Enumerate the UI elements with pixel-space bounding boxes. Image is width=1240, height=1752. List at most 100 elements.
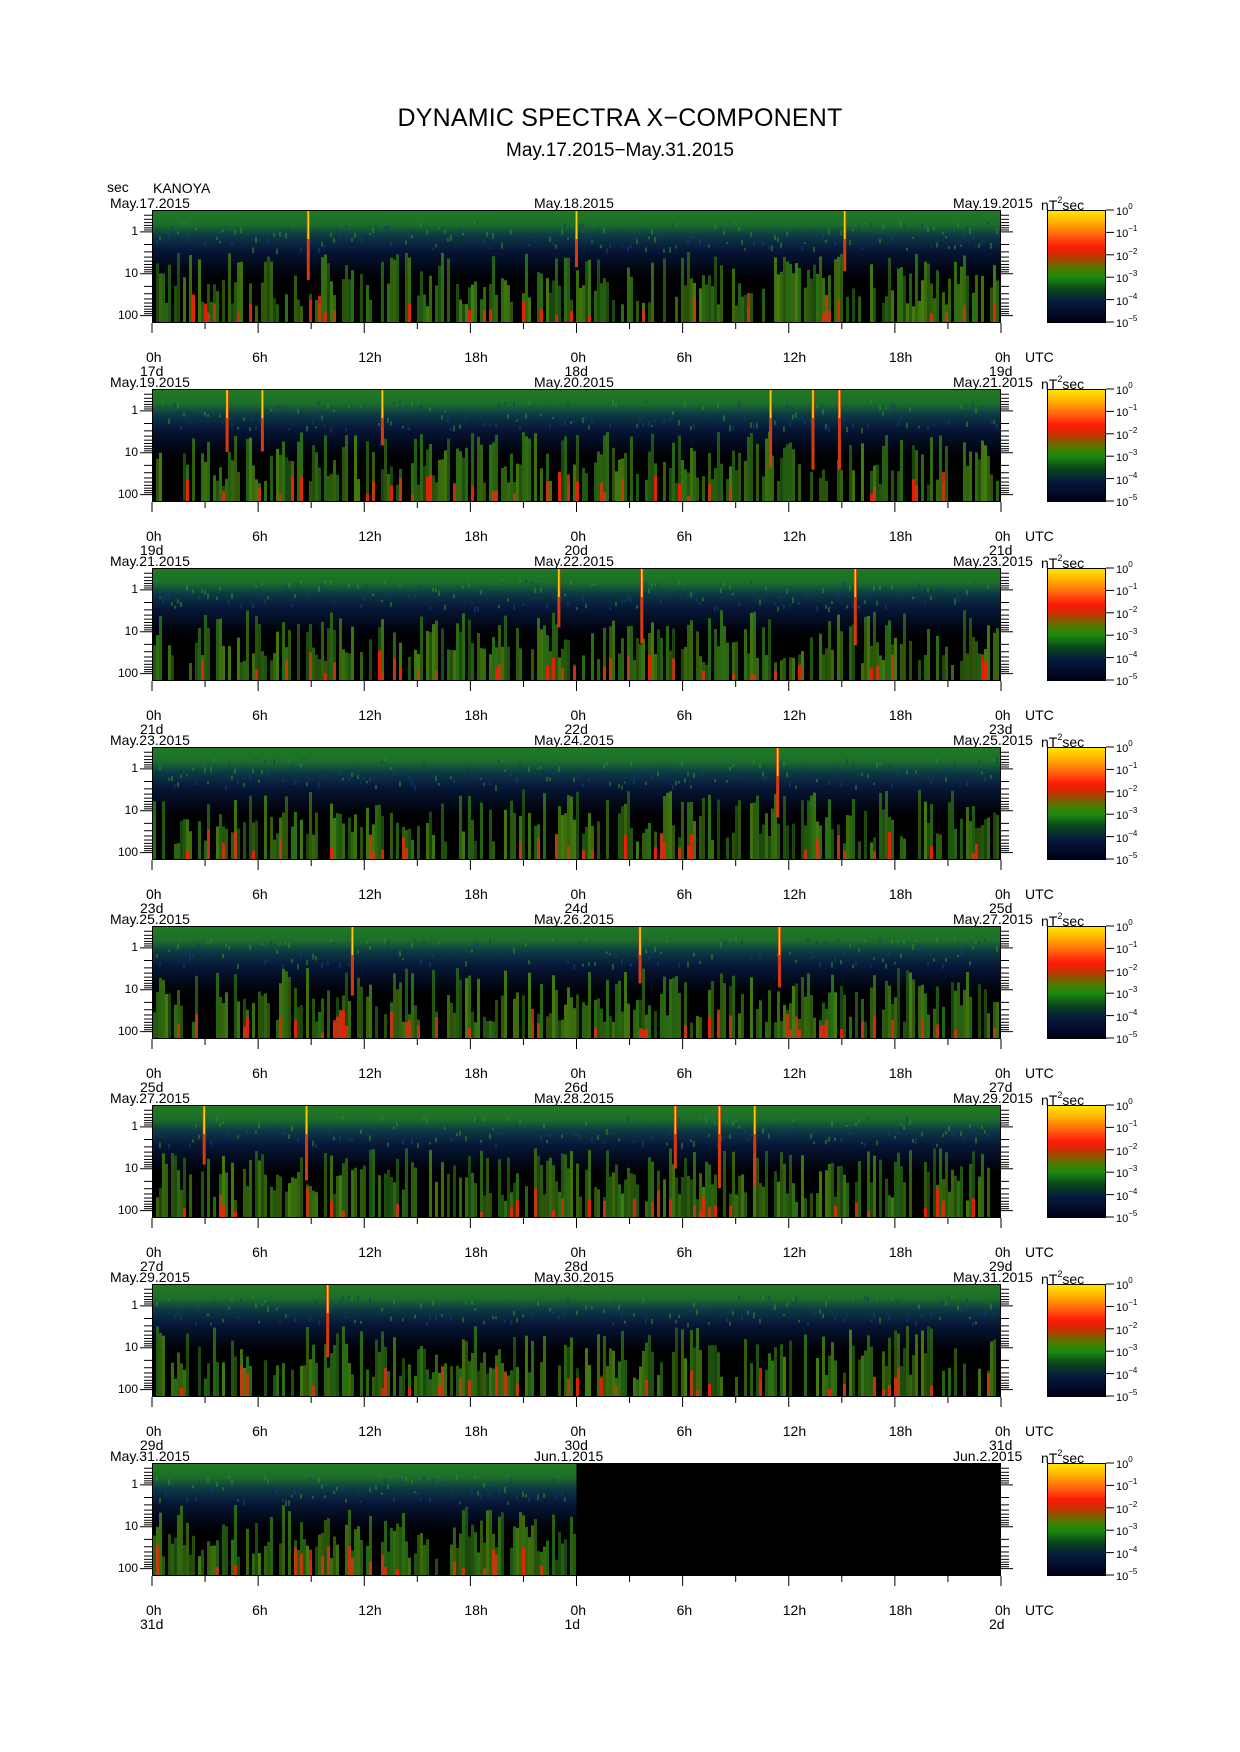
spectrum-activity <box>873 975 876 1038</box>
spectrum-activity <box>522 1515 525 1575</box>
spectrum-speckle <box>207 1476 209 1483</box>
spectrum-speckle <box>186 944 188 951</box>
pulsation-streak-body <box>225 390 229 452</box>
spectrum-high-power <box>642 309 645 322</box>
spectrum-activity <box>708 989 711 1038</box>
spectrum-speckle <box>348 963 350 966</box>
spectrum-speckle <box>339 414 341 417</box>
spectrum-activity <box>993 632 996 680</box>
spectrum-speckle <box>435 1314 437 1320</box>
spectrum-speckle <box>855 1300 857 1303</box>
x-tick-label: 0h <box>570 1065 587 1081</box>
pulsation-streak-core <box>639 927 641 955</box>
spectrum-speckle <box>945 1302 947 1306</box>
spectrum-speckle <box>177 599 179 604</box>
spectrum-activity <box>243 822 246 859</box>
pulsation-streak-body <box>837 390 841 470</box>
spectrum-speckle <box>552 1310 554 1315</box>
spectrum-activity <box>735 641 738 680</box>
spectrum-activity <box>276 1174 279 1217</box>
spectrum-speckle <box>237 1316 239 1320</box>
spectrum-speckle <box>393 1299 395 1305</box>
spectrum-activity <box>237 637 240 680</box>
spectrum-high-power <box>399 478 402 501</box>
colorbar-tick-exp: −3 <box>1128 1343 1138 1353</box>
spectrum-speckle <box>207 941 209 945</box>
spectrum-high-power <box>609 657 612 680</box>
spectrum-activity <box>513 1337 516 1396</box>
spectrum-activity <box>663 976 666 1038</box>
x-tick-label: 0h <box>146 1423 162 1439</box>
spectrum-activity <box>969 820 972 859</box>
spectrum-speckle <box>240 1298 242 1303</box>
spectrum-activity <box>489 444 492 501</box>
spectrum-speckle <box>171 225 173 230</box>
spectrum-speckle <box>732 425 734 431</box>
spectrum-activity <box>660 637 663 680</box>
x-tick-label: 0h <box>570 1244 587 1260</box>
spectrum-speckle <box>585 937 587 942</box>
spectrum-high-power <box>837 300 840 322</box>
spectrum-speckle <box>591 420 593 425</box>
spectrum-high-power <box>972 852 975 859</box>
spectrum-activity <box>612 620 615 680</box>
spectrum-speckle <box>516 1123 518 1127</box>
x-tick-label: 12h <box>358 1423 382 1439</box>
spectrum-high-power <box>384 1566 387 1575</box>
spectrum-speckle <box>753 760 755 765</box>
pulsation-streak-body <box>305 1106 309 1181</box>
spectrum-speckle <box>627 595 629 602</box>
pulsation-streak-core <box>381 390 384 418</box>
spectrum-speckle <box>960 950 962 955</box>
colorbar-tick-base: 10 <box>1116 452 1129 465</box>
x-tick-label: 6h <box>252 886 268 902</box>
spectrum-high-power <box>732 673 735 680</box>
spectrum-speckle <box>201 588 203 594</box>
spectrum-high-power <box>930 313 933 322</box>
spectrum-activity <box>477 632 480 680</box>
spectrum-speckle <box>351 1298 353 1302</box>
spectrum-activity <box>492 256 495 322</box>
spectrum-speckle <box>615 402 617 408</box>
spectrum-activity <box>444 1363 447 1396</box>
spectrum-speckle <box>687 239 689 245</box>
spectrum-activity <box>264 993 267 1038</box>
spectrum-activity <box>378 804 381 859</box>
spectrum-activity <box>819 477 822 501</box>
spectrum-activity <box>255 820 258 859</box>
spectrum-activity <box>369 984 372 1038</box>
spectrum-activity <box>960 818 963 859</box>
spectrum-high-power <box>369 834 372 859</box>
spectrum-activity <box>948 1191 951 1217</box>
spectrum-activity <box>828 799 831 859</box>
colorbar-tick-label: 10−2 <box>1116 1142 1137 1158</box>
spectrum-speckle <box>972 235 974 240</box>
spectrum-speckle <box>156 1475 158 1481</box>
spectrum-activity <box>396 989 399 1038</box>
pulsation-streak <box>673 1106 677 1169</box>
spectrum-speckle <box>165 593 167 597</box>
spectrum-activity <box>690 1330 693 1396</box>
spectrum-activity <box>189 831 192 859</box>
spectrum-activity <box>573 1533 576 1575</box>
x-tick-label: 18h <box>464 1065 488 1081</box>
spectrum-activity <box>597 821 600 859</box>
spectrum-speckle <box>687 409 689 413</box>
spectrum-activity <box>690 620 693 680</box>
colorbar-tick-base: 10 <box>1116 206 1129 218</box>
spectrum-high-power <box>495 1366 498 1396</box>
colorbar-tick-exp: −1 <box>1128 1119 1138 1129</box>
spectrum-activity <box>330 281 333 322</box>
spectrum-activity <box>930 803 933 859</box>
spectrum-activity <box>708 452 711 501</box>
spectrum-activity <box>966 972 969 1038</box>
spectrum-speckle <box>564 593 566 597</box>
colorbar-ticks <box>1106 1462 1114 1576</box>
spectrum-activity <box>477 1370 480 1396</box>
spectrum-activity <box>264 1174 267 1217</box>
spectrum-speckle <box>354 1319 356 1324</box>
spectrum-speckle <box>264 1300 266 1304</box>
spectrum-speckle <box>528 243 530 247</box>
spectrum-speckle <box>585 1305 587 1310</box>
spectrum-speckle <box>957 595 959 602</box>
